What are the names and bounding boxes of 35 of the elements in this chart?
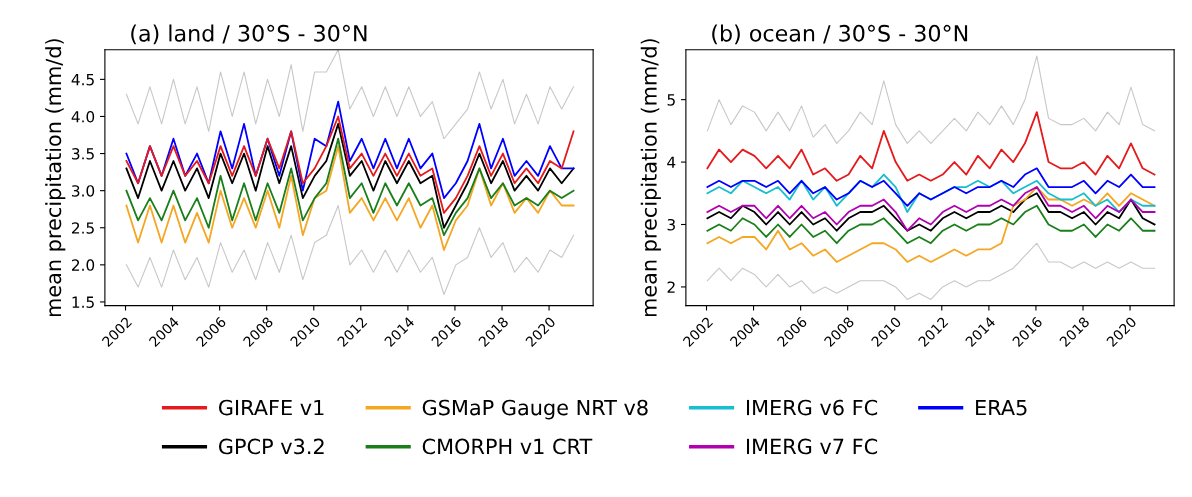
y-tick-label: 5 <box>667 94 675 106</box>
legend-label: GPCP v3.2 <box>218 438 324 455</box>
y-tick-label: 2 <box>667 281 675 293</box>
legend-label: GSMaP Gauge NRT v8 <box>422 399 648 420</box>
y-tick-label: 4.0 <box>71 110 95 123</box>
line-series <box>125 49 575 140</box>
line-series <box>706 204 1156 245</box>
chart-title: (b) ocean / 30°S - 30°N <box>712 24 968 45</box>
line-series <box>706 186 1156 263</box>
line-series <box>125 145 575 251</box>
line-series <box>125 100 575 199</box>
y-tick-label: 2.0 <box>72 259 95 271</box>
y-tick-label: 3 <box>667 218 675 231</box>
line-series <box>706 167 1156 207</box>
y-axis-title: mean precipitation (mm/d) <box>45 39 66 317</box>
y-axis-title: mean precipitation (mm/d) <box>640 39 661 317</box>
chart-title: (a) land / 30°S - 30°N <box>131 24 367 45</box>
line-series <box>125 137 575 237</box>
y-tick-label: 3.5 <box>72 148 94 160</box>
line-series <box>706 111 1156 182</box>
y-tick-label: 2.5 <box>72 222 94 234</box>
legend-label: IMERG v6 FC <box>746 399 878 416</box>
y-tick-label: 1.5 <box>72 296 94 308</box>
legend-label: IMERG v7 FC <box>746 438 878 455</box>
line-series <box>125 204 575 296</box>
y-tick-label: 3.0 <box>72 185 95 197</box>
line-series <box>125 115 575 214</box>
legend-label: ERA5 <box>976 399 1027 416</box>
line-series <box>706 242 1156 300</box>
legend-label: CMORPH v1 CRT <box>422 438 593 455</box>
y-tick-label: 4.5 <box>71 74 94 86</box>
line-series <box>125 122 575 229</box>
line-series <box>706 55 1156 144</box>
y-tick-label: 4 <box>667 156 676 168</box>
legend-label: GIRAFE v1 <box>218 399 324 416</box>
